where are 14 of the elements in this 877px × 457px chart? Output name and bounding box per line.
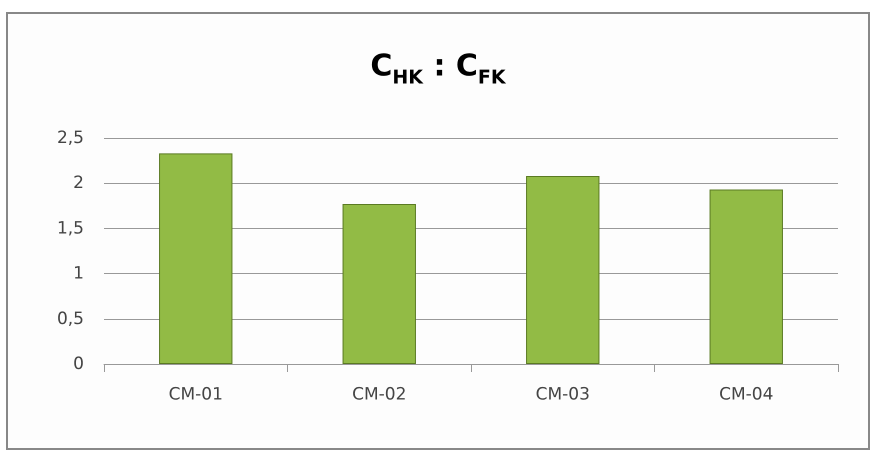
x-tick-label: CM-02	[352, 384, 406, 404]
x-tick-label: CM-01	[168, 384, 223, 404]
y-tick-label: 0	[73, 354, 84, 374]
y-tick-label: 2	[73, 173, 84, 194]
y-tick-label: 1,5	[56, 218, 84, 238]
x-tick-label: CM-04	[719, 384, 774, 404]
y-tick-label: 2,5	[56, 128, 84, 148]
bar	[710, 190, 783, 364]
y-tick-label: 0,5	[56, 308, 84, 329]
bar	[342, 204, 416, 364]
bar	[526, 176, 600, 364]
x-tick-label: CM-03	[536, 384, 590, 404]
y-tick-label: 1	[73, 264, 84, 284]
bar	[159, 153, 232, 364]
